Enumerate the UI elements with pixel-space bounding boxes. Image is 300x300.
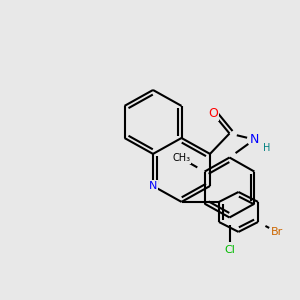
Text: O: O [208, 107, 218, 120]
Text: Br: Br [271, 227, 283, 237]
Text: H: H [263, 143, 270, 153]
Text: N: N [149, 181, 157, 191]
Text: N: N [250, 133, 259, 146]
Text: Cl: Cl [224, 244, 235, 255]
Text: CH₃: CH₃ [172, 153, 190, 164]
